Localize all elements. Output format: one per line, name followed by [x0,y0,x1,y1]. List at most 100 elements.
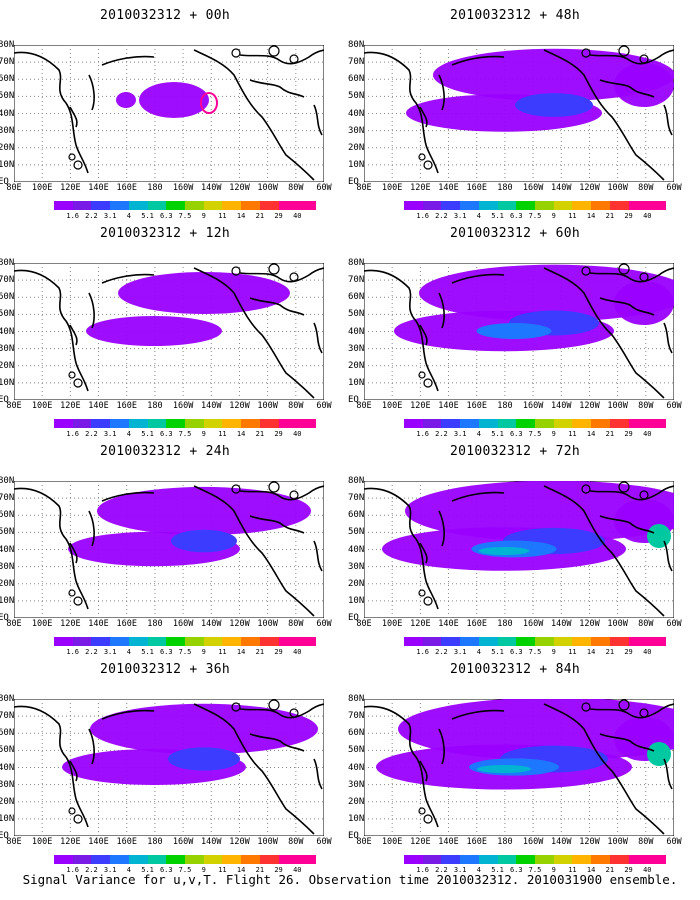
color-scale-label: 6.3 [159,212,173,220]
variance-region [433,48,674,102]
lon-tick-label: 140W [551,401,572,411]
color-scale-swatch [166,855,186,864]
lat-tick-label: 60N [0,292,15,303]
color-scale-label: 29 [624,866,633,874]
lat-tick-label: 60N [0,728,15,739]
lon-tick-label: 140E [88,837,109,847]
lat-tick-label: 80N [348,258,365,268]
color-scale-swatch [422,419,442,428]
lon-tick-label: 60W [316,837,332,847]
color-scale-swatch [185,637,204,646]
lon-tick-labels: 80E 100E 120E 140E 160E 180 160W 140W 120W 100W 80… [356,401,681,413]
color-scale-swatch [422,855,442,864]
island-outline [423,814,433,824]
island-outline [618,481,630,493]
lon-tick-label: 120E [60,183,81,193]
color-scale-swatch [241,637,260,646]
color-scale-swatch [72,419,92,428]
lon-tick-label: 140W [551,619,572,629]
color-scale-label: 4 [476,430,481,438]
variance-region [139,82,209,118]
color-scale-bar [54,855,317,864]
lon-tick-label: 160E [116,837,137,847]
lat-tick-label: 60N [0,74,15,85]
color-scale-swatch [110,855,129,864]
color-scale-label: 29 [624,430,633,438]
color-scale-label: 9 [201,430,206,438]
island-outline [618,263,630,275]
color-scale-label: 4 [476,648,481,656]
color-scale-swatch [203,637,223,646]
variance-region [477,765,531,773]
lon-tick-label: 140W [201,619,222,629]
lat-tick-label: EQ [348,395,359,405]
color-scale-swatch [241,855,260,864]
lon-tick-label: 160W [172,619,194,629]
panel-title: 2010032312 + 84h [449,662,581,677]
color-scale-swatch [478,637,498,646]
color-scale-label: 21 [605,430,615,438]
color-scale-label: 7.5 [178,648,192,656]
color-scale-bar [54,201,317,210]
color-scale-swatch [478,201,498,210]
color-scale-label: 5.1 [491,212,504,220]
lon-tick-label: 120E [60,401,81,411]
color-scale-label: 14 [236,212,246,220]
island-outline [268,699,280,711]
color-scale-swatch [404,637,423,646]
lon-tick-label: 180 [147,183,163,193]
island-outline [231,48,241,58]
island-outline [289,708,299,718]
lon-tick-label: 80E [6,401,22,411]
lat-tick-label: 20N [0,796,15,807]
color-scale-swatch [572,201,592,210]
lon-tick-label: 180 [147,401,163,411]
lon-tick-label: 120W [579,183,600,193]
color-scale-label: 5.1 [491,430,504,438]
lon-tick-label: 160W [522,183,544,193]
color-scale-label: 7.5 [178,430,192,438]
lat-tick-label: 60N [348,292,365,303]
lon-tick-label: 120E [410,837,431,847]
color-scale-label: 1.6 [416,212,430,220]
color-scale-swatch [535,637,554,646]
lon-tick-label: 160W [172,183,194,193]
lat-tick-label: 20N [348,360,365,371]
lon-tick-label: 100W [607,837,628,847]
color-scale-swatch [441,419,461,428]
color-scale-label: 9 [551,866,556,874]
color-scale-label: 9 [551,212,556,220]
color-scale-label: 6.3 [509,866,523,874]
lon-tick-labels: 80E 100E 120E 140E 160E 180 160W 140W 120W 100W 80… [6,837,331,849]
lat-tick-label: 50N [0,309,15,320]
color-scale-swatch [535,855,554,864]
island-outline [231,484,241,494]
color-scale-swatch [441,855,461,864]
lon-tick-label: 60W [666,401,682,411]
lon-tick-label: 100W [607,619,628,629]
color-scale-bar [404,637,667,646]
lon-tick-label: 180 [147,619,163,629]
lat-tick-label: 10N [0,595,15,606]
lon-tick-label: 60W [316,183,332,193]
color-scale-swatch [497,201,517,210]
variance-region [476,323,552,339]
color-scale-swatch [553,855,573,864]
lat-tick-label: 30N [0,125,15,136]
lat-tick-label: 10N [0,159,15,170]
color-scale-swatch [54,637,73,646]
lon-tick-label: 160E [466,183,487,193]
variance-region [515,93,593,117]
island-outline [581,702,591,712]
color-scale-labels: 1.6 2.2 3.1 4 5.1 6.3 7.5 9 11 14 21 29 40 [404,866,666,875]
forecast-panel: 2010032312 + 48h 80N 70N 60N 50N 40N 30N 20N 10N… [348,8,682,220]
color-scale-swatch [628,855,648,864]
color-scale-swatch [422,637,442,646]
variance-region [419,264,674,322]
color-scale-label: 40 [643,212,652,220]
color-scale-swatch [91,855,111,864]
lat-tick-label: 20N [348,796,365,807]
lat-tick-label: 40N [348,326,365,337]
color-scale-label: 2.2 [85,212,98,220]
lon-tick-label: 60W [316,401,332,411]
